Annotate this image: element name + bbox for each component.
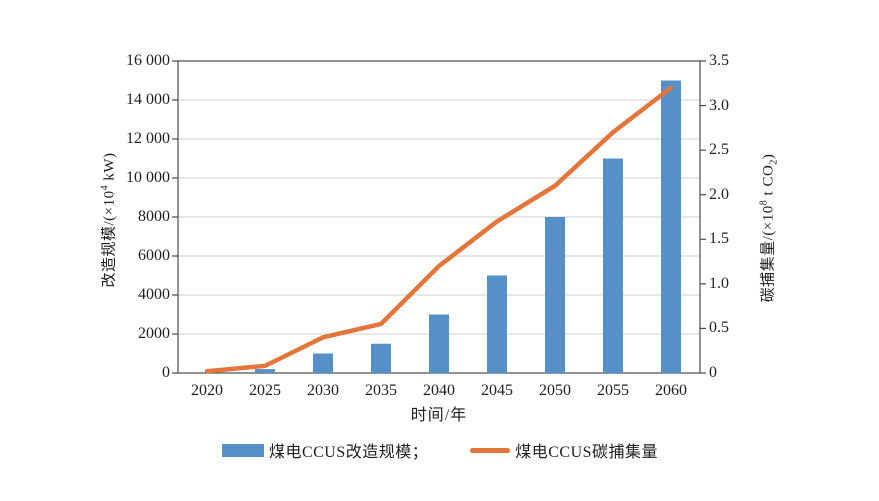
left-tick-label: 12 000 [126,130,170,147]
x-tick-label: 2040 [423,382,455,399]
legend-label-bar-series: 煤电CCUS改造规模； [268,444,429,461]
right-tick-label: 0.5 [709,319,729,337]
bar-2035 [371,343,391,373]
bar-series-swatch-icon [221,443,264,457]
right-tick-label: 1.5 [709,230,729,248]
left-tick-label: 16 000 [126,52,170,69]
left-tick-label: 8000 [138,208,170,225]
bar-2040 [429,314,449,373]
x-tick-label: 2050 [539,382,571,399]
x-tick-label: 2030 [307,382,339,399]
right-axis-title-sub: 2 [768,159,780,165]
x-tick-label: 2060 [655,382,687,399]
legend-item-bar-series: 煤电CCUS改造规模； [221,438,429,462]
left-tick-label: 6000 [138,247,170,264]
bar-2060 [661,80,681,373]
left-tick-label: 0 [162,364,170,381]
bar-2055 [603,158,623,373]
x-tick-label: 2045 [481,382,513,399]
x-tick-label: 2025 [249,382,281,399]
line-series-swatch-icon [470,447,511,453]
right-tick-label: 0 [709,364,717,381]
x-tick-label: 2035 [365,382,397,399]
left-tick-label: 14 000 [126,91,170,108]
x-tick-label: 2055 [597,382,629,399]
right-tick-label: 3.0 [709,96,729,114]
bar-2045 [487,275,507,373]
x-tick-label: 2020 [191,382,223,399]
x-axis-title: 时间/年 [410,407,468,424]
legend: 煤电CCUS改造规模； 煤电CCUS碳捕集量 [100,438,780,462]
left-tick-label: 4000 [138,286,170,303]
right-tick-label: 1.0 [709,274,729,292]
left-tick-label: 10 000 [126,169,170,186]
bar-2050 [545,217,565,373]
bar-2030 [313,353,333,373]
right-tick-label: 2.0 [709,185,729,203]
left-axis-title-text: 改造规模/(×10 [101,190,118,288]
right-tick-label: 2.5 [709,141,729,159]
legend-label-line-series: 煤电CCUS碳捕集量 [515,444,659,461]
legend-item-line-series: 煤电CCUS碳捕集量 [470,438,658,462]
right-tick-label: 3.5 [709,52,729,69]
bar-2025 [255,369,275,373]
left-tick-label: 2000 [138,325,170,342]
capture-line [204,85,674,374]
